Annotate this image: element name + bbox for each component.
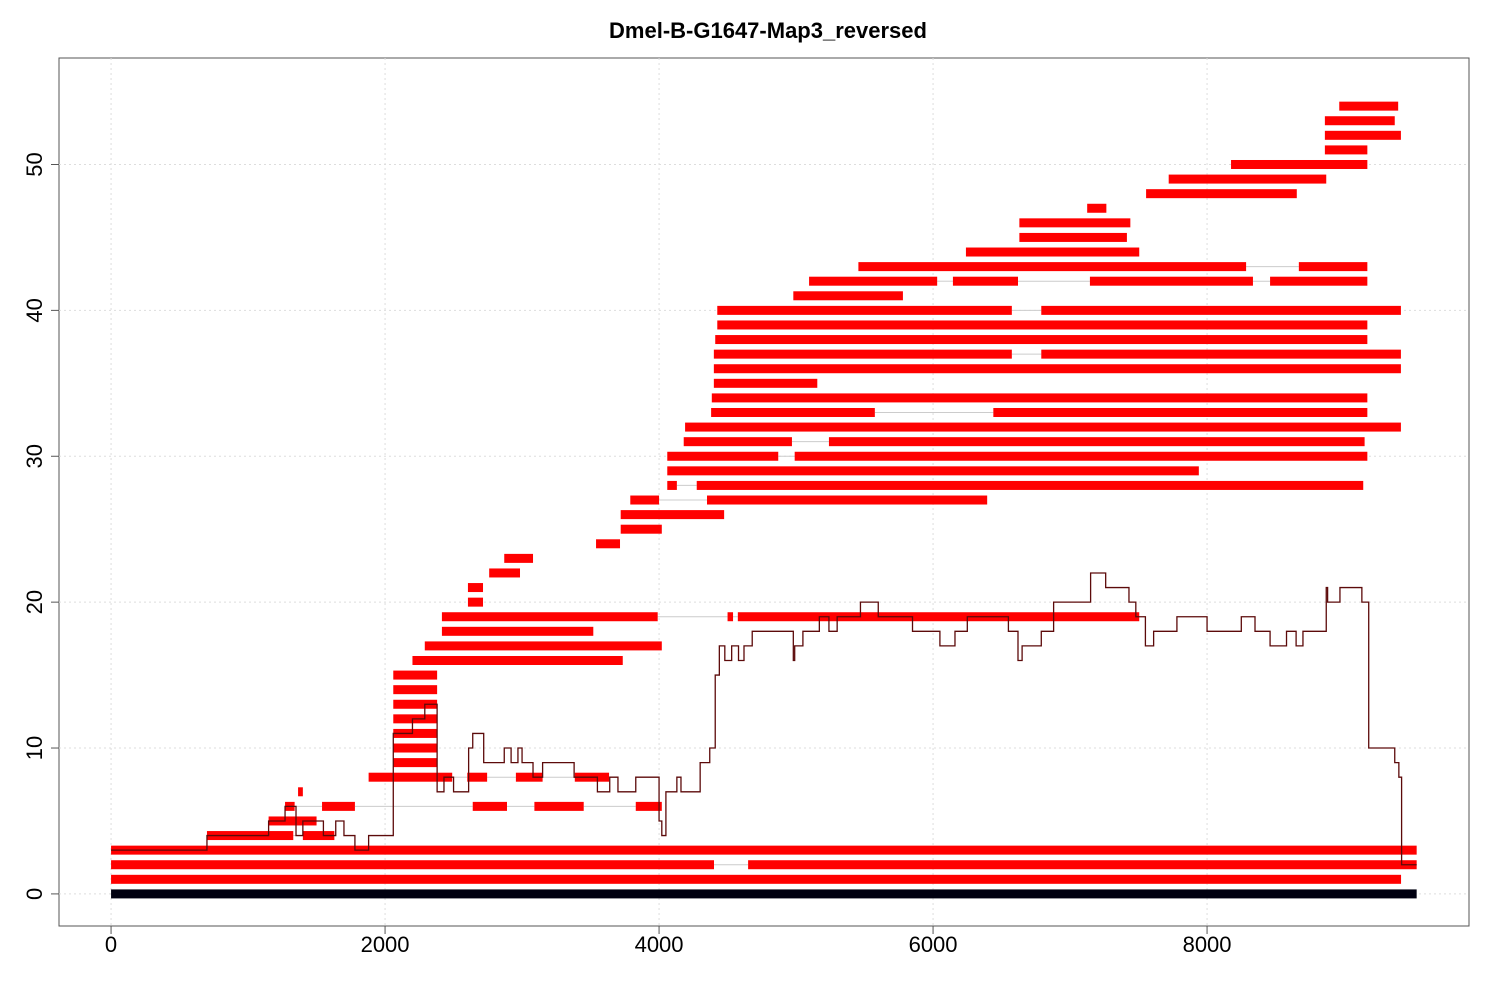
read-block — [793, 291, 903, 301]
read-block — [302, 831, 335, 841]
read-block — [683, 437, 792, 447]
y-tick-label: 40 — [22, 298, 47, 322]
read-block — [298, 787, 303, 797]
y-tick-label: 10 — [22, 736, 47, 760]
read-block — [1041, 305, 1401, 315]
x-tick-label: 2000 — [361, 932, 410, 957]
x-tick-label: 0 — [105, 932, 117, 957]
read-block — [393, 743, 438, 753]
y-tick-label: 50 — [22, 152, 47, 176]
read-block — [965, 247, 1140, 257]
read-block — [1019, 218, 1131, 228]
read-block — [467, 597, 484, 607]
read-block — [828, 437, 1365, 447]
read-block — [515, 772, 543, 782]
read-block — [748, 860, 1417, 870]
read-block — [1324, 130, 1401, 140]
read-block — [1324, 116, 1395, 126]
read-block — [993, 407, 1368, 417]
read-block — [489, 568, 521, 578]
y-tick-label: 0 — [22, 888, 47, 900]
read-block — [111, 874, 1402, 884]
read-block — [1168, 174, 1327, 184]
read-block — [393, 699, 438, 709]
read-block — [412, 655, 623, 665]
read-block — [368, 772, 453, 782]
read-block — [1146, 189, 1297, 199]
read-block — [441, 612, 658, 622]
read-block — [620, 510, 725, 520]
read-block — [393, 670, 438, 680]
read-block — [472, 801, 507, 811]
read-block — [667, 466, 1199, 476]
x-tick-label: 8000 — [1183, 932, 1232, 957]
read-block — [111, 889, 1417, 899]
read-block — [696, 480, 1364, 490]
read-block — [717, 305, 1012, 315]
read-block — [630, 495, 660, 505]
x-tick-label: 4000 — [635, 932, 684, 957]
read-block — [1041, 349, 1401, 359]
read-block — [713, 364, 1401, 374]
read-block — [322, 801, 355, 811]
read-block — [952, 276, 1018, 286]
read-block — [1089, 276, 1253, 286]
read-block — [711, 393, 1368, 403]
read-block — [809, 276, 938, 286]
read-block — [111, 860, 714, 870]
y-tick-label: 30 — [22, 444, 47, 468]
plot-frame — [58, 57, 1470, 927]
read-block — [1231, 159, 1368, 169]
read-block — [424, 641, 662, 651]
read-block — [794, 451, 1368, 461]
x-tick-label: 6000 — [909, 932, 958, 957]
read-block — [1087, 203, 1107, 213]
read-block — [534, 801, 584, 811]
read-block — [268, 816, 317, 826]
y-tick-label: 20 — [22, 590, 47, 614]
read-block — [711, 407, 875, 417]
read-block — [1019, 232, 1127, 242]
read-block — [596, 539, 621, 549]
read-block — [1339, 101, 1399, 111]
read-block — [717, 320, 1368, 330]
read-block — [715, 335, 1368, 345]
read-block — [620, 524, 662, 534]
read-block — [713, 349, 1012, 359]
read-block — [737, 612, 1140, 622]
read-block — [667, 480, 677, 490]
read-block — [727, 612, 734, 622]
read-block — [393, 758, 438, 768]
chart-title: Dmel-B-G1647-Map3_reversed — [609, 18, 927, 43]
read-block — [707, 495, 988, 505]
read-block — [504, 553, 534, 563]
read-block — [393, 685, 438, 695]
read-block — [1324, 145, 1368, 155]
read-block — [111, 845, 1417, 855]
read-block — [713, 378, 818, 388]
read-block — [441, 626, 594, 636]
read-block — [635, 801, 662, 811]
read-block — [393, 728, 438, 738]
read-block — [667, 451, 779, 461]
read-block — [858, 262, 1247, 272]
read-block — [467, 772, 488, 782]
read-block — [1270, 276, 1368, 286]
read-block — [467, 583, 484, 593]
read-block — [685, 422, 1401, 432]
coverage-line — [111, 572, 1417, 866]
read-block — [1298, 262, 1368, 272]
